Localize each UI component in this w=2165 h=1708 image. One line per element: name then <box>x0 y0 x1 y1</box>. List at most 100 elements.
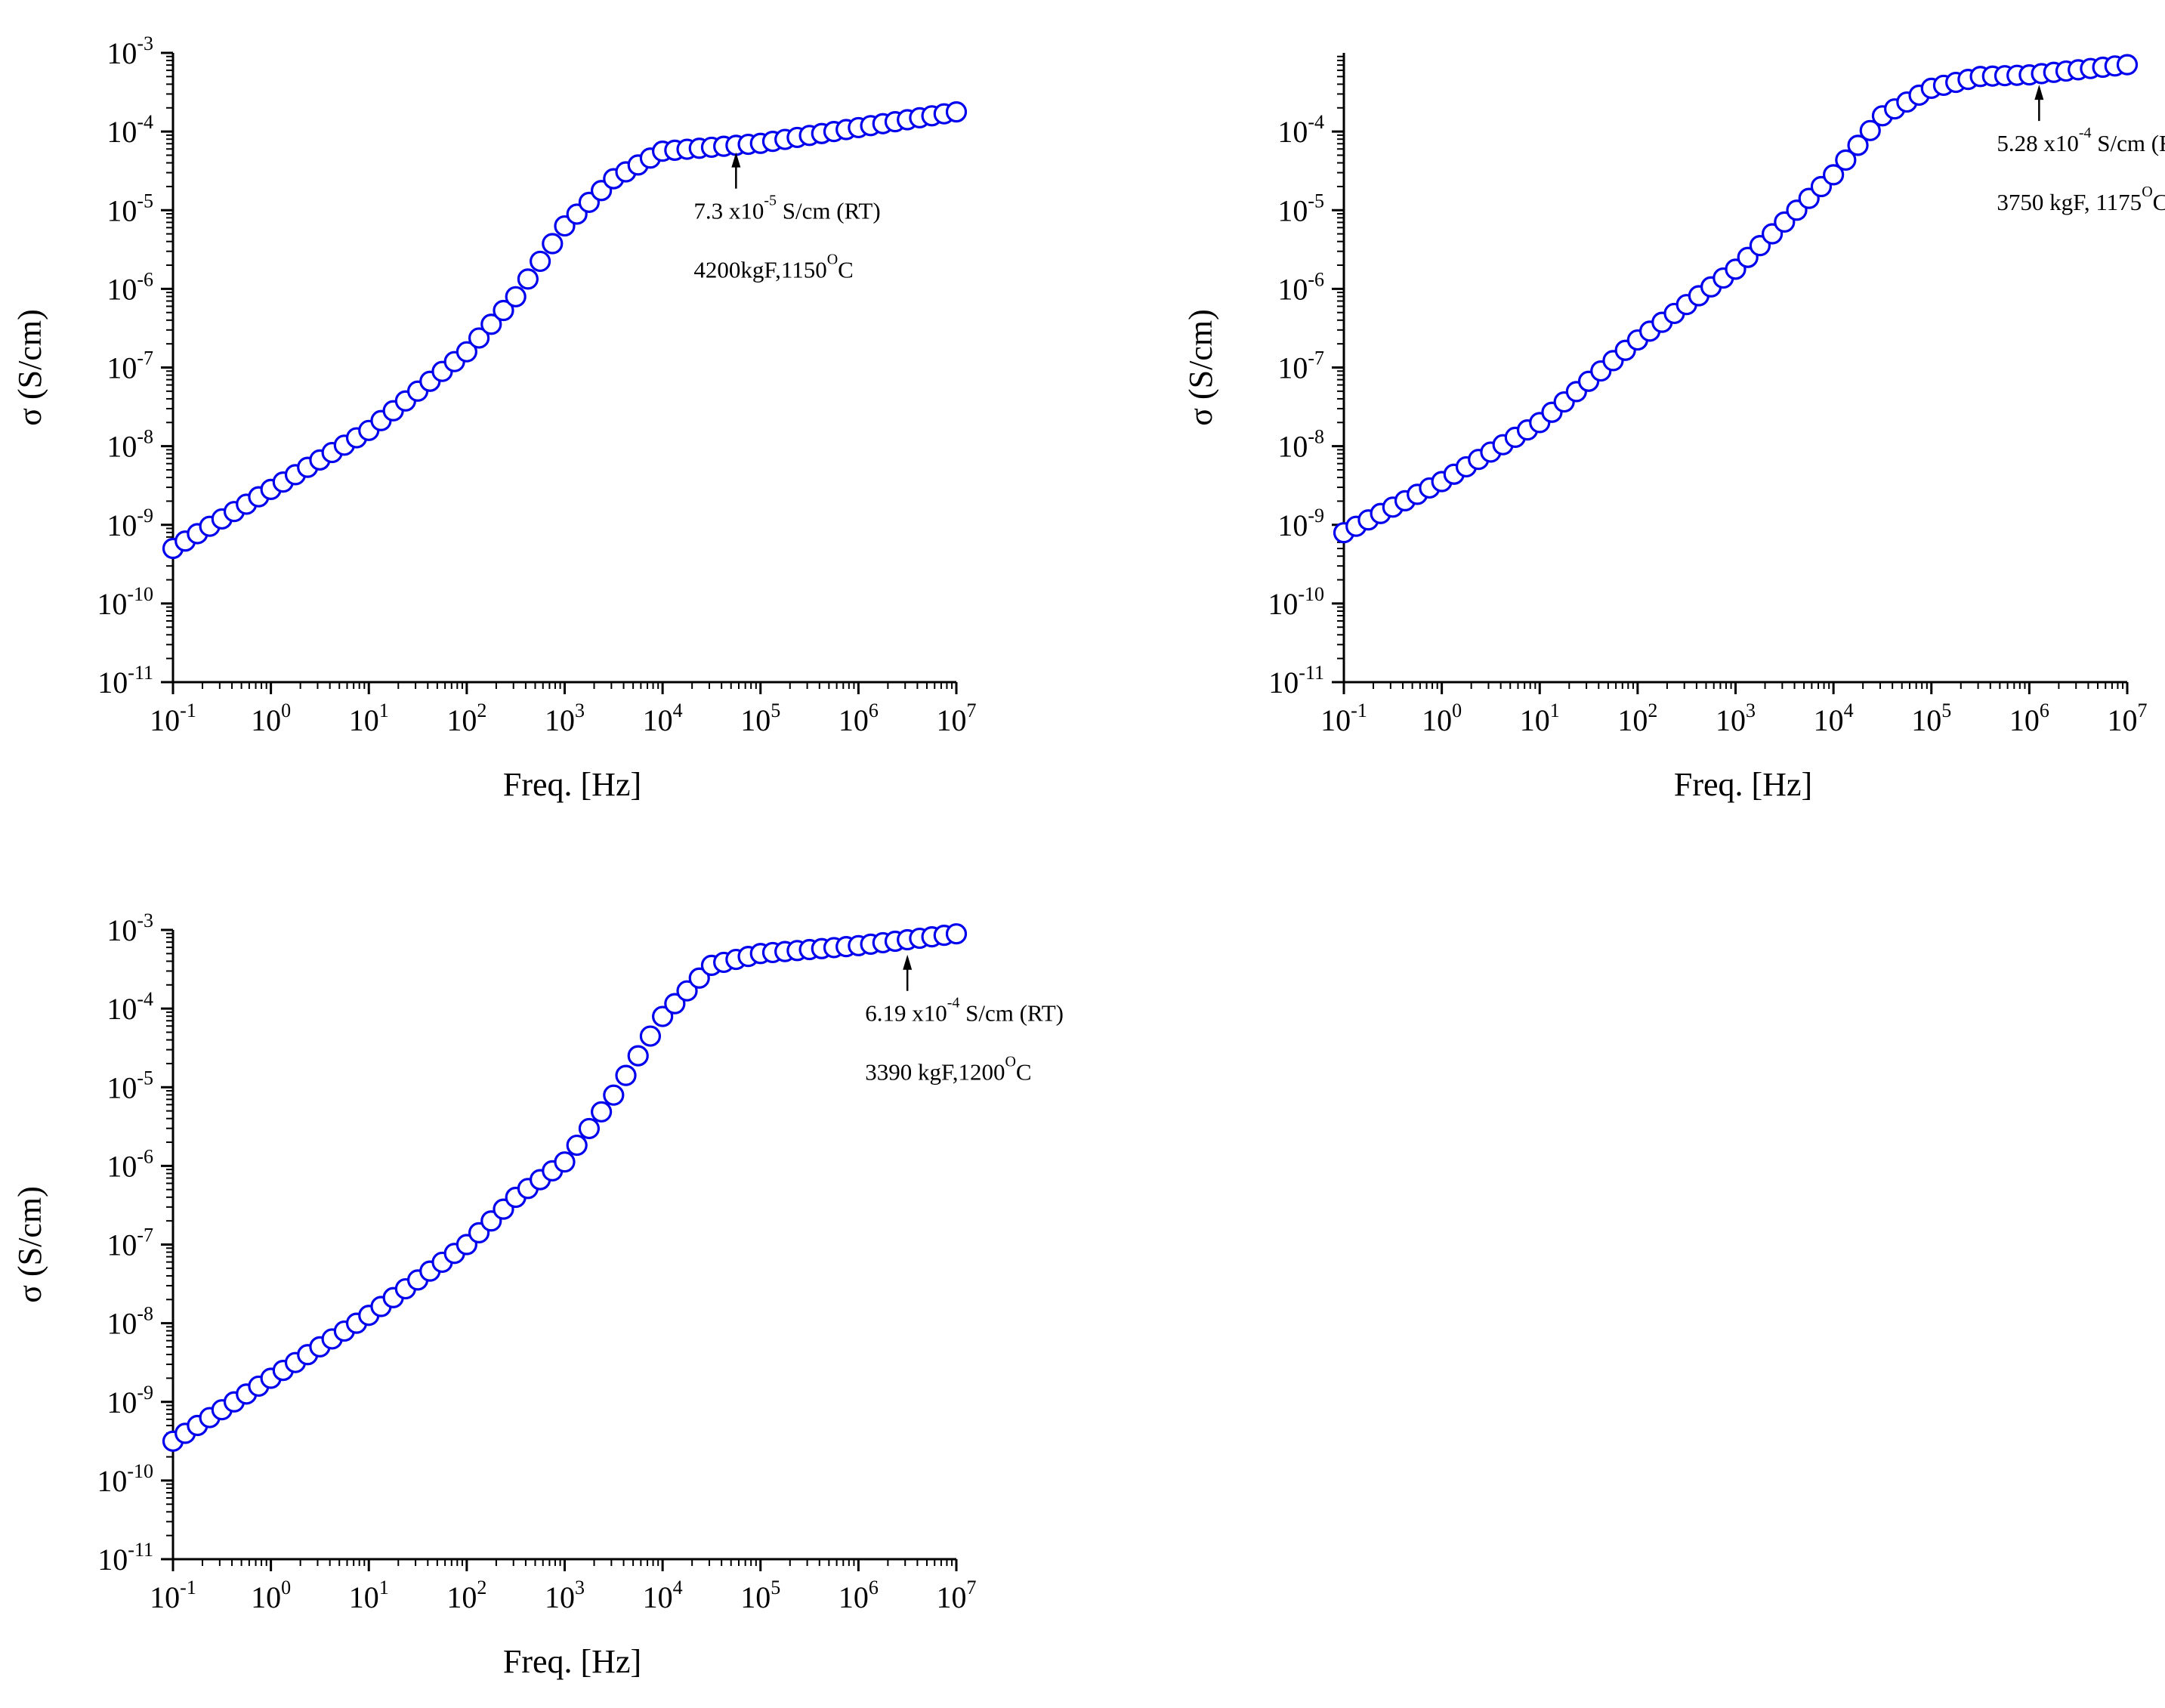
data-point <box>639 1025 662 1047</box>
y-tick-label: 10-11 <box>97 662 153 700</box>
x-tick-label: 103 <box>545 1577 585 1614</box>
x-tick-label: 103 <box>1716 700 1756 737</box>
data-point <box>2116 54 2139 76</box>
annotation-conditions: 3390 kgF,1200OC <box>865 1054 1031 1086</box>
chart-panel-3: 10-11 10-10 10-9 10-8 10-7 10-6 10-5 10-4 10-3 10… <box>11 910 1064 1680</box>
data-point <box>542 233 564 255</box>
data-point <box>456 341 477 363</box>
x-tick-label: 106 <box>839 1577 879 1614</box>
data-point <box>554 1151 576 1173</box>
data-point <box>1823 164 1845 186</box>
x-tick-label: 101 <box>1520 700 1560 737</box>
x-tick-label: 10-1 <box>1320 700 1367 737</box>
x-axis-label: Freq. [Hz] <box>503 1643 641 1680</box>
x-axis-label: Freq. [Hz] <box>503 766 641 803</box>
annotation-conductivity: 7.3 x10-5 S/cm (RT) <box>693 193 880 224</box>
x-tick-label: 102 <box>446 700 486 737</box>
y-tick-label: 10-8 <box>107 426 153 464</box>
x-tick-label: 100 <box>1422 700 1462 737</box>
x-tick-label: 105 <box>740 1577 780 1614</box>
y-tick-label: 10-10 <box>97 1460 153 1498</box>
annotation-arrow-head <box>903 954 913 970</box>
y-tick-label: 10-5 <box>107 190 153 227</box>
x-tick-label: 107 <box>2108 700 2148 737</box>
data-point <box>529 250 551 273</box>
x-tick-label: 100 <box>251 700 291 737</box>
annotation-conductivity: 5.28 x10-4 S/cm (RT) <box>1997 125 2165 156</box>
x-tick-label: 104 <box>643 1577 683 1614</box>
y-tick-label: 10-7 <box>107 1225 153 1262</box>
y-tick-label: 10-7 <box>107 347 153 385</box>
x-tick-label: 107 <box>937 1577 977 1614</box>
data-point <box>664 993 686 1015</box>
x-tick-label: 106 <box>839 700 879 737</box>
data-point <box>578 1117 601 1140</box>
y-tick-label: 10-11 <box>97 1539 153 1577</box>
y-tick-label: 10-3 <box>107 910 153 947</box>
x-tick-label: 106 <box>2009 700 2049 737</box>
x-tick-label: 10-1 <box>150 1577 196 1614</box>
y-axis-label: σ (S/cm) <box>11 309 48 425</box>
data-series <box>162 100 968 560</box>
x-tick-label: 101 <box>349 1577 389 1614</box>
data-point <box>1847 134 1869 156</box>
data-point <box>945 923 968 945</box>
data-series <box>1333 54 2139 544</box>
x-tick-label: 101 <box>349 700 389 737</box>
x-tick-label: 10-1 <box>150 700 196 737</box>
y-tick-label: 10-6 <box>107 1145 153 1183</box>
x-tick-label: 107 <box>937 700 977 737</box>
y-tick-label: 10-11 <box>1268 662 1324 700</box>
data-point <box>1835 149 1857 171</box>
data-point <box>603 1084 625 1106</box>
y-tick-label: 10-10 <box>97 583 153 621</box>
x-tick-label: 100 <box>251 1577 291 1614</box>
data-series <box>162 923 968 1452</box>
y-tick-label: 10-9 <box>107 1382 153 1419</box>
data-point <box>493 299 514 322</box>
data-point <box>615 1064 637 1086</box>
annotation-conductivity: 6.19 x10-4 S/cm (RT) <box>865 995 1064 1027</box>
annotation-arrow-head <box>2034 85 2044 100</box>
y-tick-label: 10-4 <box>107 111 153 149</box>
x-tick-label: 102 <box>1617 700 1657 737</box>
y-tick-label: 10-3 <box>107 32 153 70</box>
data-point <box>566 1134 588 1157</box>
chart-panel-1: 10-11 10-10 10-9 10-8 10-7 10-6 10-5 10-4 10-3 10… <box>11 32 977 803</box>
y-tick-label: 10-5 <box>1277 190 1324 227</box>
data-point <box>1859 119 1881 141</box>
y-tick-label: 10-9 <box>1277 505 1324 542</box>
x-tick-label: 104 <box>643 700 683 737</box>
x-tick-label: 105 <box>740 700 780 737</box>
data-point <box>480 313 502 335</box>
chart-panel-2: 10-11 10-10 10-9 10-8 10-7 10-6 10-5 10-4 10-1 10… <box>1182 53 2165 803</box>
y-axis-label: σ (S/cm) <box>1182 309 1219 425</box>
annotation-arrow-head <box>731 152 741 168</box>
annotation-conditions: 3750 kgF, 1175OC <box>1997 184 2165 215</box>
y-tick-label: 10-6 <box>1277 268 1324 306</box>
x-tick-label: 102 <box>446 1577 486 1614</box>
y-tick-label: 10-4 <box>1277 111 1324 149</box>
data-point <box>652 1005 674 1027</box>
y-tick-label: 10-9 <box>107 505 153 542</box>
data-point <box>591 1101 613 1123</box>
y-tick-label: 10-10 <box>1268 583 1324 621</box>
x-tick-label: 104 <box>1814 700 1854 737</box>
y-tick-label: 10-4 <box>107 988 153 1026</box>
data-point <box>627 1045 649 1067</box>
y-tick-label: 10-8 <box>1277 426 1324 464</box>
y-tick-label: 10-7 <box>1277 347 1324 385</box>
data-point <box>945 100 968 123</box>
y-tick-label: 10-5 <box>107 1067 153 1104</box>
data-point <box>468 327 490 349</box>
y-tick-label: 10-8 <box>107 1303 153 1341</box>
data-point <box>676 980 698 1002</box>
annotation-conditions: 4200kgF,1150OC <box>693 252 854 283</box>
data-point <box>505 286 527 307</box>
data-point <box>517 268 539 290</box>
x-tick-label: 105 <box>1911 700 1951 737</box>
y-axis-label: σ (S/cm) <box>11 1186 48 1302</box>
data-point <box>688 967 710 989</box>
y-tick-label: 10-6 <box>107 268 153 306</box>
